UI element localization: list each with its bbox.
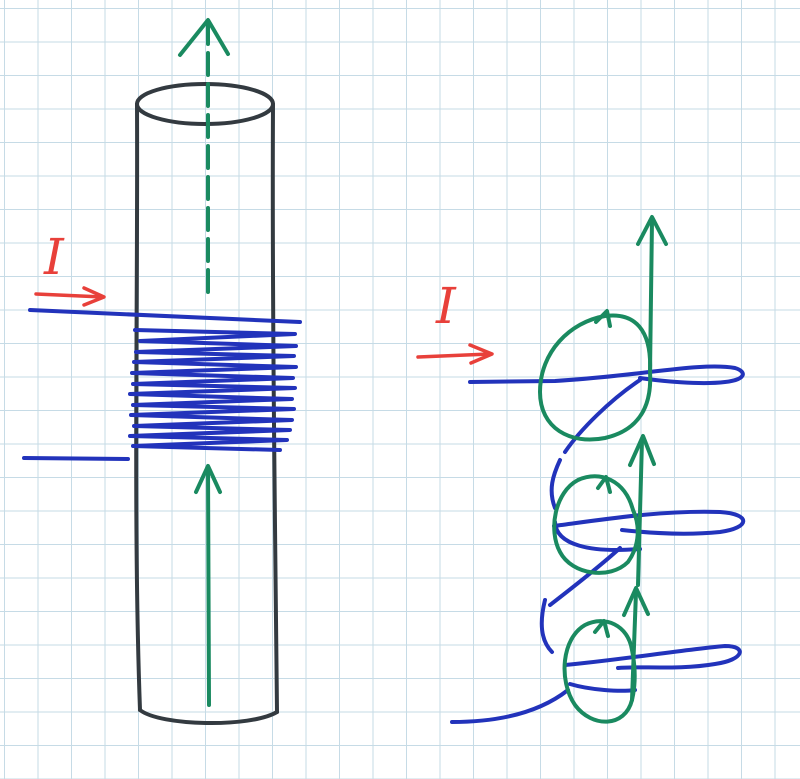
cylinder-left-side [134,102,142,712]
coil-windings [22,308,302,461]
current-label-left: I [43,228,65,286]
field-loop-bottom [562,619,637,724]
cylinder-top-ellipse [135,82,275,126]
field-arrows-right [622,215,668,702]
field-loop-top [538,313,653,442]
field-arrow-bottom [194,464,222,707]
current-arrow-left [34,286,106,307]
coil-lead-out [22,456,130,461]
helix-wire [450,364,746,724]
field-loop-middle [552,474,640,575]
cylinder-bottom-edge [138,708,279,726]
field-arrow-top [178,18,230,302]
current-arrow-right [416,343,494,365]
cylinder-core [134,82,279,726]
current-label-right: I [435,277,457,335]
